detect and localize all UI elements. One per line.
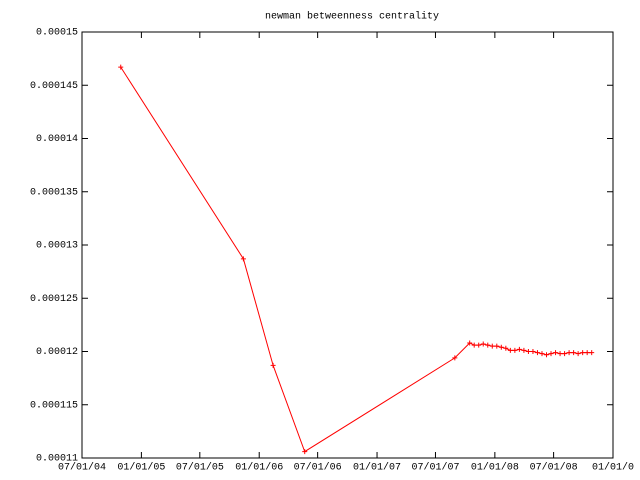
point-marker [302, 449, 308, 455]
point-marker [534, 350, 540, 356]
point-marker [507, 347, 513, 353]
point-marker [270, 362, 276, 368]
point-marker [516, 346, 522, 352]
point-marker [589, 350, 595, 356]
point-marker [539, 351, 545, 357]
point-marker [485, 342, 491, 348]
y-tick-label: 0.00011 [36, 454, 78, 465]
x-tick-label: 07/01/06 [294, 462, 342, 474]
point-marker [452, 355, 458, 361]
point-marker [480, 341, 486, 347]
point-marker [512, 347, 518, 353]
point-marker [240, 256, 246, 262]
y-tick-label: 0.00013 [36, 241, 78, 252]
point-marker [498, 344, 504, 350]
y-tick-label: 0.000115 [30, 400, 78, 411]
point-marker [566, 350, 572, 356]
point-marker [525, 349, 531, 354]
chart-title: newman betweenness centrality [265, 11, 439, 23]
point-marker [548, 351, 554, 357]
x-tick-label: 07/01/04 [58, 462, 106, 474]
point-marker [562, 351, 568, 357]
x-tick-label: 01/01/07 [353, 462, 401, 474]
point-marker [575, 351, 581, 357]
point-marker [553, 350, 559, 356]
point-marker [571, 350, 577, 356]
x-tick-label: 07/01/07 [411, 462, 459, 474]
y-tick-label: 0.00012 [36, 347, 78, 358]
point-marker [557, 351, 563, 357]
point-marker [580, 350, 586, 356]
x-tick-label: 01/01/08 [471, 462, 519, 474]
point-marker [521, 347, 527, 353]
point-marker [476, 342, 482, 348]
x-tick-label: 07/01/08 [530, 462, 578, 474]
point-marker [118, 64, 124, 70]
y-tick-label: 0.000135 [30, 187, 78, 198]
y-tick-label: 0.00015 [36, 28, 78, 39]
y-tick-label: 0.000145 [30, 81, 78, 92]
point-marker [489, 343, 495, 349]
y-tick-label: 0.00014 [36, 134, 78, 145]
point-marker [544, 352, 550, 358]
point-marker [467, 340, 473, 346]
x-tick-label: 01/01/05 [117, 462, 165, 474]
point-marker [530, 349, 536, 354]
point-marker [471, 342, 477, 348]
x-tick-label: 01/01/06 [235, 462, 283, 474]
x-tick-label: 01/01/0 [592, 462, 634, 474]
x-tick-label: 07/01/05 [176, 462, 224, 474]
point-marker [494, 343, 500, 349]
point-marker [503, 345, 509, 351]
y-tick-label: 0.000125 [30, 294, 78, 305]
point-marker [584, 350, 590, 356]
